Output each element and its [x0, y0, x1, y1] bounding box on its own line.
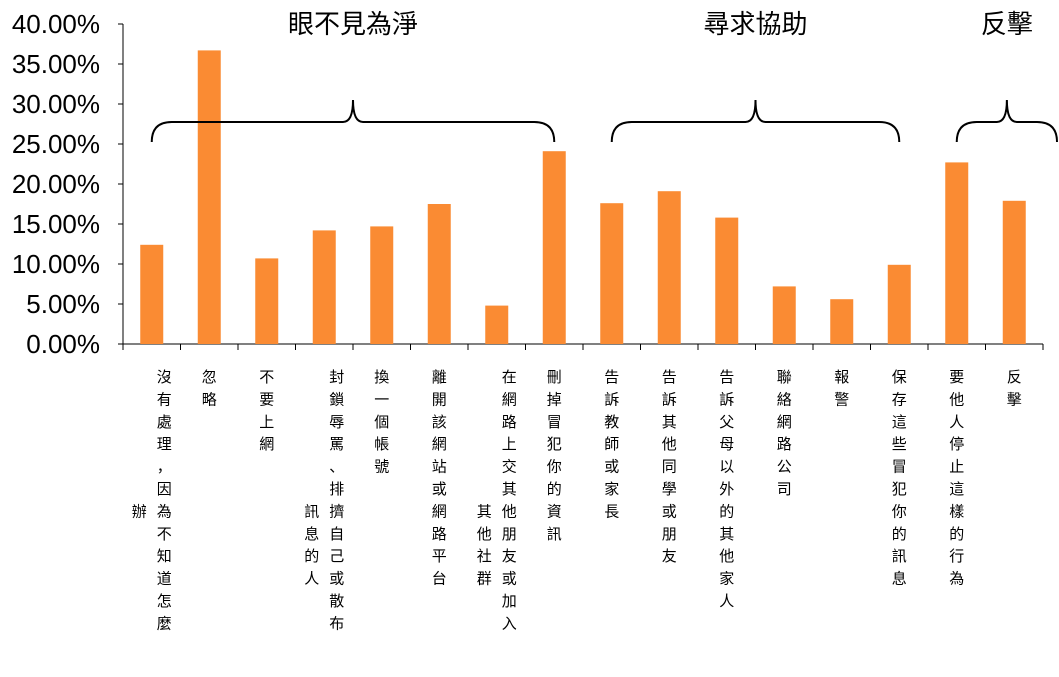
bar [657, 191, 681, 344]
group-label: 尋求協助 [703, 10, 807, 40]
x-category-label-text: 封鎖辱罵、排擠自己或散布 [329, 368, 344, 632]
x-category-label-text: 辦 [132, 502, 147, 520]
group-brace [150, 99, 556, 143]
bar [312, 230, 336, 344]
y-tick-label: 20.00% [12, 169, 100, 199]
x-category-label-text: 其他社群 [477, 502, 492, 587]
x-category-label: 告訴其他同學或朋友 [662, 368, 677, 565]
x-axis-labels: 沒有處理，因為不知道怎麼辦忽略不要上網封鎖辱罵、排擠自己或散布訊息的人換一個帳號… [132, 368, 1022, 632]
x-category-label-text: 反擊 [1007, 368, 1022, 408]
x-category-label: 報警 [834, 368, 849, 408]
x-category-label-text: 告訴其他同學或朋友 [662, 368, 677, 565]
bar [197, 50, 221, 345]
x-category-label: 保存這些冒犯你的訊息 [892, 368, 907, 588]
x-category-label-text: 聯絡網路公司 [777, 368, 792, 498]
x-category-label-text: 訊息的人 [304, 502, 319, 587]
x-category-label-text: 在網路上交其他朋友或加入 [502, 368, 517, 632]
group-brace [610, 99, 901, 143]
group-brace [955, 99, 1058, 143]
group-label: 眼不見為淨 [288, 10, 418, 40]
bars [140, 50, 1026, 345]
x-category-label: 忽略 [202, 368, 217, 408]
x-category-label-text: 不要上網 [259, 368, 274, 453]
bar [715, 217, 739, 344]
x-category-label-text: 告訴教師或家長 [604, 368, 619, 520]
bar [255, 258, 279, 344]
y-tick-label: 40.00% [12, 9, 100, 39]
x-category-label: 刪掉冒犯你的資訊 [547, 368, 562, 543]
bar [830, 299, 854, 344]
x-category-label-text: 報警 [834, 368, 849, 408]
bar [600, 203, 624, 344]
bar [140, 244, 164, 344]
group-label: 反擊 [981, 10, 1033, 40]
bar [887, 264, 911, 344]
bar [427, 204, 451, 344]
x-category-label-text: 沒有處理，因為不知道怎麼 [157, 368, 172, 632]
x-category-label-text: 離開該網站或網路平台 [432, 368, 447, 588]
x-category-label: 離開該網站或網路平台 [432, 368, 447, 588]
y-tick-label: 0.00% [26, 329, 100, 359]
y-tick-label: 5.00% [26, 289, 100, 319]
bar [370, 226, 394, 344]
bar [1002, 200, 1026, 344]
x-category-label: 告訴父母以外的其他家人 [719, 368, 734, 610]
x-category-label: 換一個帳號 [374, 368, 389, 476]
y-tick-label: 25.00% [12, 129, 100, 159]
x-category-label-text: 保存這些冒犯你的訊息 [892, 368, 907, 588]
x-category-label: 告訴教師或家長 [604, 368, 619, 520]
x-category-label: 聯絡網路公司 [777, 368, 792, 498]
x-category-label-text: 換一個帳號 [374, 368, 389, 476]
x-category-label: 不要上網 [259, 368, 274, 453]
bar [772, 286, 796, 344]
group-braces: 眼不見為淨 尋求協助 反擊 [150, 10, 1058, 143]
x-category-label: 要他人停止這樣的行為 [949, 368, 964, 588]
x-category-label: 反擊 [1007, 368, 1022, 408]
y-tick-label: 15.00% [12, 209, 100, 239]
y-tick-label: 10.00% [12, 249, 100, 279]
y-axis-ticks: 0.00% 5.00% 10.00% 15.00% 20.00% 25.00% 30.00%… [12, 9, 123, 359]
bar [542, 151, 566, 344]
x-category-label-text: 要他人停止這樣的行為 [949, 368, 964, 588]
x-category-label-text: 忽略 [202, 368, 217, 408]
bar [485, 305, 509, 344]
y-tick-label: 30.00% [12, 89, 100, 119]
x-category-label-text: 告訴父母以外的其他家人 [719, 368, 734, 610]
x-category-label-text: 刪掉冒犯你的資訊 [547, 368, 562, 543]
bar [945, 162, 969, 344]
y-tick-label: 35.00% [12, 49, 100, 79]
